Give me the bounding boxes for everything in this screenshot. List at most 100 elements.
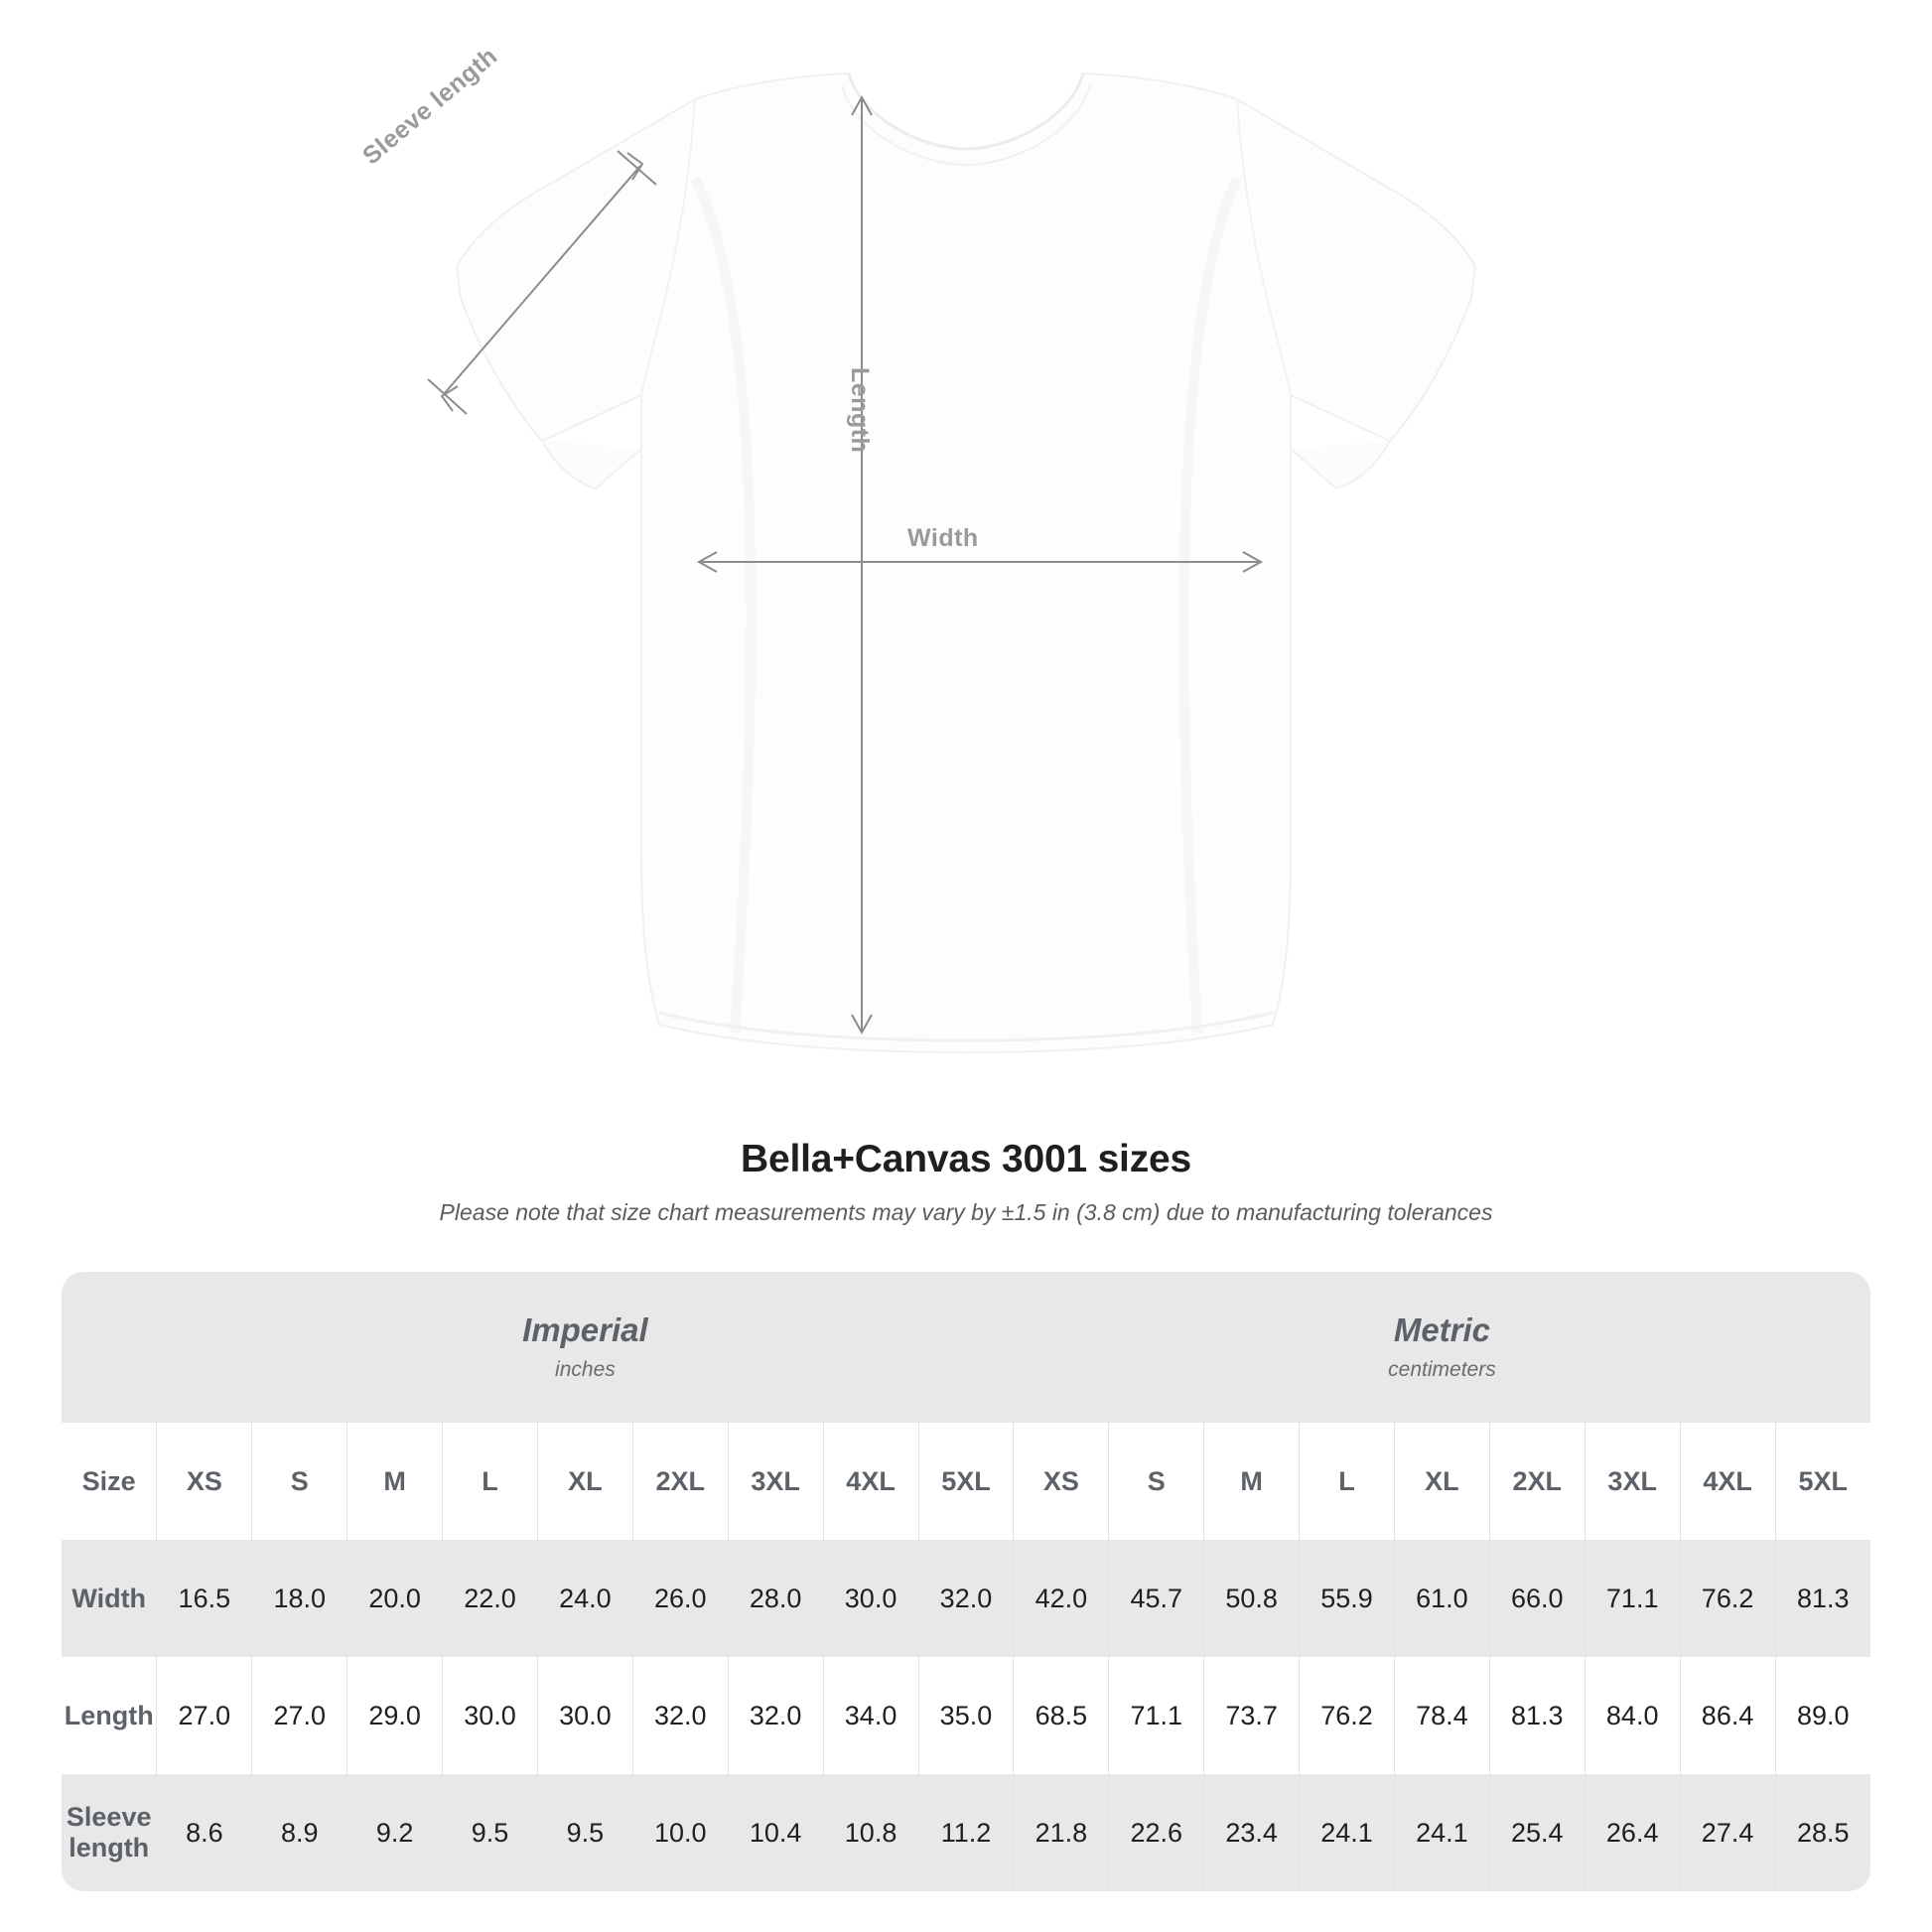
cell-width-metric-5xl: 81.3 [1774, 1540, 1870, 1657]
cell-sleeve-metric-4xl: 27.4 [1679, 1774, 1776, 1891]
cell-sleeve-metric-2xl: 25.4 [1488, 1774, 1586, 1891]
cell-width-imperial-s: 18.0 [251, 1540, 347, 1657]
cell-length-imperial-3xl: 32.0 [727, 1657, 824, 1774]
cell-width-imperial-l: 22.0 [442, 1540, 538, 1657]
cell-length-metric-l: 76.2 [1299, 1657, 1395, 1774]
length-label: Length [846, 367, 874, 454]
sleeve-dimension-line [443, 165, 641, 395]
cell-sleeve-imperial-s: 8.9 [251, 1774, 347, 1891]
row-label-sleeve-length: Sleeve length [62, 1774, 157, 1891]
size-header-imperial-l: L [442, 1423, 538, 1540]
cell-length-imperial-2xl: 32.0 [631, 1657, 729, 1774]
cell-length-imperial-m: 29.0 [346, 1657, 443, 1774]
size-header-imperial-xs: XS [156, 1423, 252, 1540]
cell-length-metric-xl: 78.4 [1393, 1657, 1490, 1774]
cell-length-imperial-xs: 27.0 [156, 1657, 252, 1774]
cell-length-metric-xs: 68.5 [1013, 1657, 1109, 1774]
size-header-metric-s: S [1108, 1423, 1204, 1540]
cell-width-metric-3xl: 71.1 [1584, 1540, 1681, 1657]
width-label: Width [907, 524, 979, 552]
cell-sleeve-metric-3xl: 26.4 [1584, 1774, 1681, 1891]
cell-length-imperial-5xl: 35.0 [917, 1657, 1014, 1774]
size-header-metric-3xl: 3XL [1584, 1423, 1681, 1540]
cell-length-imperial-s: 27.0 [251, 1657, 347, 1774]
size-table: Imperial inches Metric centimeters Size … [62, 1272, 1870, 1891]
cell-length-metric-s: 71.1 [1108, 1657, 1204, 1774]
size-header-metric-m: M [1203, 1423, 1300, 1540]
cell-length-metric-5xl: 89.0 [1774, 1657, 1870, 1774]
size-header-row: Size XS S M L XL 2XL 3XL 4XL 5XL XS S M … [62, 1423, 1870, 1540]
size-header-metric-4xl: 4XL [1679, 1423, 1776, 1540]
cell-width-imperial-xl: 24.0 [536, 1540, 633, 1657]
cell-sleeve-imperial-xl: 9.5 [536, 1774, 633, 1891]
cell-width-metric-l: 55.9 [1299, 1540, 1395, 1657]
tshirt-drawing [427, 71, 1477, 1054]
cell-sleeve-imperial-xs: 8.6 [156, 1774, 252, 1891]
size-header-metric-xl: XL [1393, 1423, 1490, 1540]
cell-width-metric-xs: 42.0 [1013, 1540, 1109, 1657]
size-header-imperial-s: S [251, 1423, 347, 1540]
measurement-lines [427, 94, 1264, 1035]
unit-group-metric: Metric centimeters [1013, 1272, 1870, 1423]
unit-group-metric-name: Metric [1393, 1311, 1491, 1348]
size-header-imperial-xl: XL [536, 1423, 633, 1540]
row-label-width: Width [62, 1540, 157, 1657]
cell-width-imperial-5xl: 32.0 [917, 1540, 1014, 1657]
size-header-imperial-m: M [346, 1423, 443, 1540]
size-header-metric-2xl: 2XL [1488, 1423, 1586, 1540]
cell-sleeve-metric-l: 24.1 [1299, 1774, 1395, 1891]
cell-width-imperial-m: 20.0 [346, 1540, 443, 1657]
cell-length-metric-3xl: 84.0 [1584, 1657, 1681, 1774]
page-title: Bella+Canvas 3001 sizes [741, 1138, 1191, 1180]
cell-width-metric-2xl: 66.0 [1488, 1540, 1586, 1657]
cell-length-imperial-4xl: 34.0 [822, 1657, 919, 1774]
cell-sleeve-metric-s: 22.6 [1108, 1774, 1204, 1891]
cell-length-imperial-xl: 30.0 [536, 1657, 633, 1774]
chart-caption: Bella+Canvas 3001 sizes Please note that… [0, 1138, 1932, 1226]
size-header-imperial-4xl: 4XL [822, 1423, 919, 1540]
cell-width-metric-s: 45.7 [1108, 1540, 1204, 1657]
unit-group-row: Imperial inches Metric centimeters [62, 1272, 1870, 1423]
cell-length-metric-4xl: 86.4 [1679, 1657, 1776, 1774]
table-row-width: Width 16.5 18.0 20.0 22.0 24.0 26.0 28.0… [62, 1540, 1870, 1657]
unit-group-imperial: Imperial inches [156, 1272, 1014, 1423]
cell-width-imperial-4xl: 30.0 [822, 1540, 919, 1657]
cell-sleeve-imperial-5xl: 11.2 [917, 1774, 1014, 1891]
cell-length-metric-2xl: 81.3 [1488, 1657, 1586, 1774]
cell-sleeve-metric-5xl: 28.5 [1774, 1774, 1870, 1891]
cell-length-metric-m: 73.7 [1203, 1657, 1300, 1774]
cell-width-metric-4xl: 76.2 [1679, 1540, 1776, 1657]
cell-width-imperial-xs: 16.5 [156, 1540, 252, 1657]
table-row-length: Length 27.0 27.0 29.0 30.0 30.0 32.0 32.… [62, 1657, 1870, 1774]
cell-sleeve-imperial-m: 9.2 [346, 1774, 443, 1891]
cell-sleeve-imperial-3xl: 10.4 [727, 1774, 824, 1891]
unit-spacer-cell [62, 1272, 157, 1423]
cell-width-metric-m: 50.8 [1203, 1540, 1300, 1657]
cell-sleeve-imperial-2xl: 10.0 [631, 1774, 729, 1891]
size-header-imperial-5xl: 5XL [917, 1423, 1014, 1540]
size-header-metric-xs: XS [1013, 1423, 1109, 1540]
cell-sleeve-imperial-l: 9.5 [442, 1774, 538, 1891]
cell-width-metric-xl: 61.0 [1393, 1540, 1490, 1657]
size-header-metric-5xl: 5XL [1774, 1423, 1870, 1540]
unit-group-imperial-unit: inches [555, 1358, 616, 1382]
tshirt-illustration: Sleeve length Length Width [357, 42, 1477, 1054]
cell-width-imperial-3xl: 28.0 [727, 1540, 824, 1657]
cell-sleeve-metric-xs: 21.8 [1013, 1774, 1109, 1891]
size-header-imperial-3xl: 3XL [727, 1423, 824, 1540]
size-table-wrapper: Imperial inches Metric centimeters Size … [62, 1272, 1870, 1891]
row-label-length: Length [62, 1657, 157, 1774]
cell-sleeve-metric-m: 23.4 [1203, 1774, 1300, 1891]
size-header-imperial-2xl: 2XL [631, 1423, 729, 1540]
unit-group-imperial-name: Imperial [522, 1311, 648, 1348]
cell-width-imperial-2xl: 26.0 [631, 1540, 729, 1657]
table-row-sleeve-length: Sleeve length 8.6 8.9 9.2 9.5 9.5 10.0 1… [62, 1774, 1870, 1891]
size-header-label: Size [62, 1423, 157, 1540]
tolerance-note: Please note that size chart measurements… [439, 1199, 1493, 1225]
size-header-metric-l: L [1299, 1423, 1395, 1540]
cell-length-imperial-l: 30.0 [442, 1657, 538, 1774]
cell-sleeve-imperial-4xl: 10.8 [822, 1774, 919, 1891]
unit-group-metric-unit: centimeters [1388, 1358, 1496, 1382]
cell-sleeve-metric-xl: 24.1 [1393, 1774, 1490, 1891]
